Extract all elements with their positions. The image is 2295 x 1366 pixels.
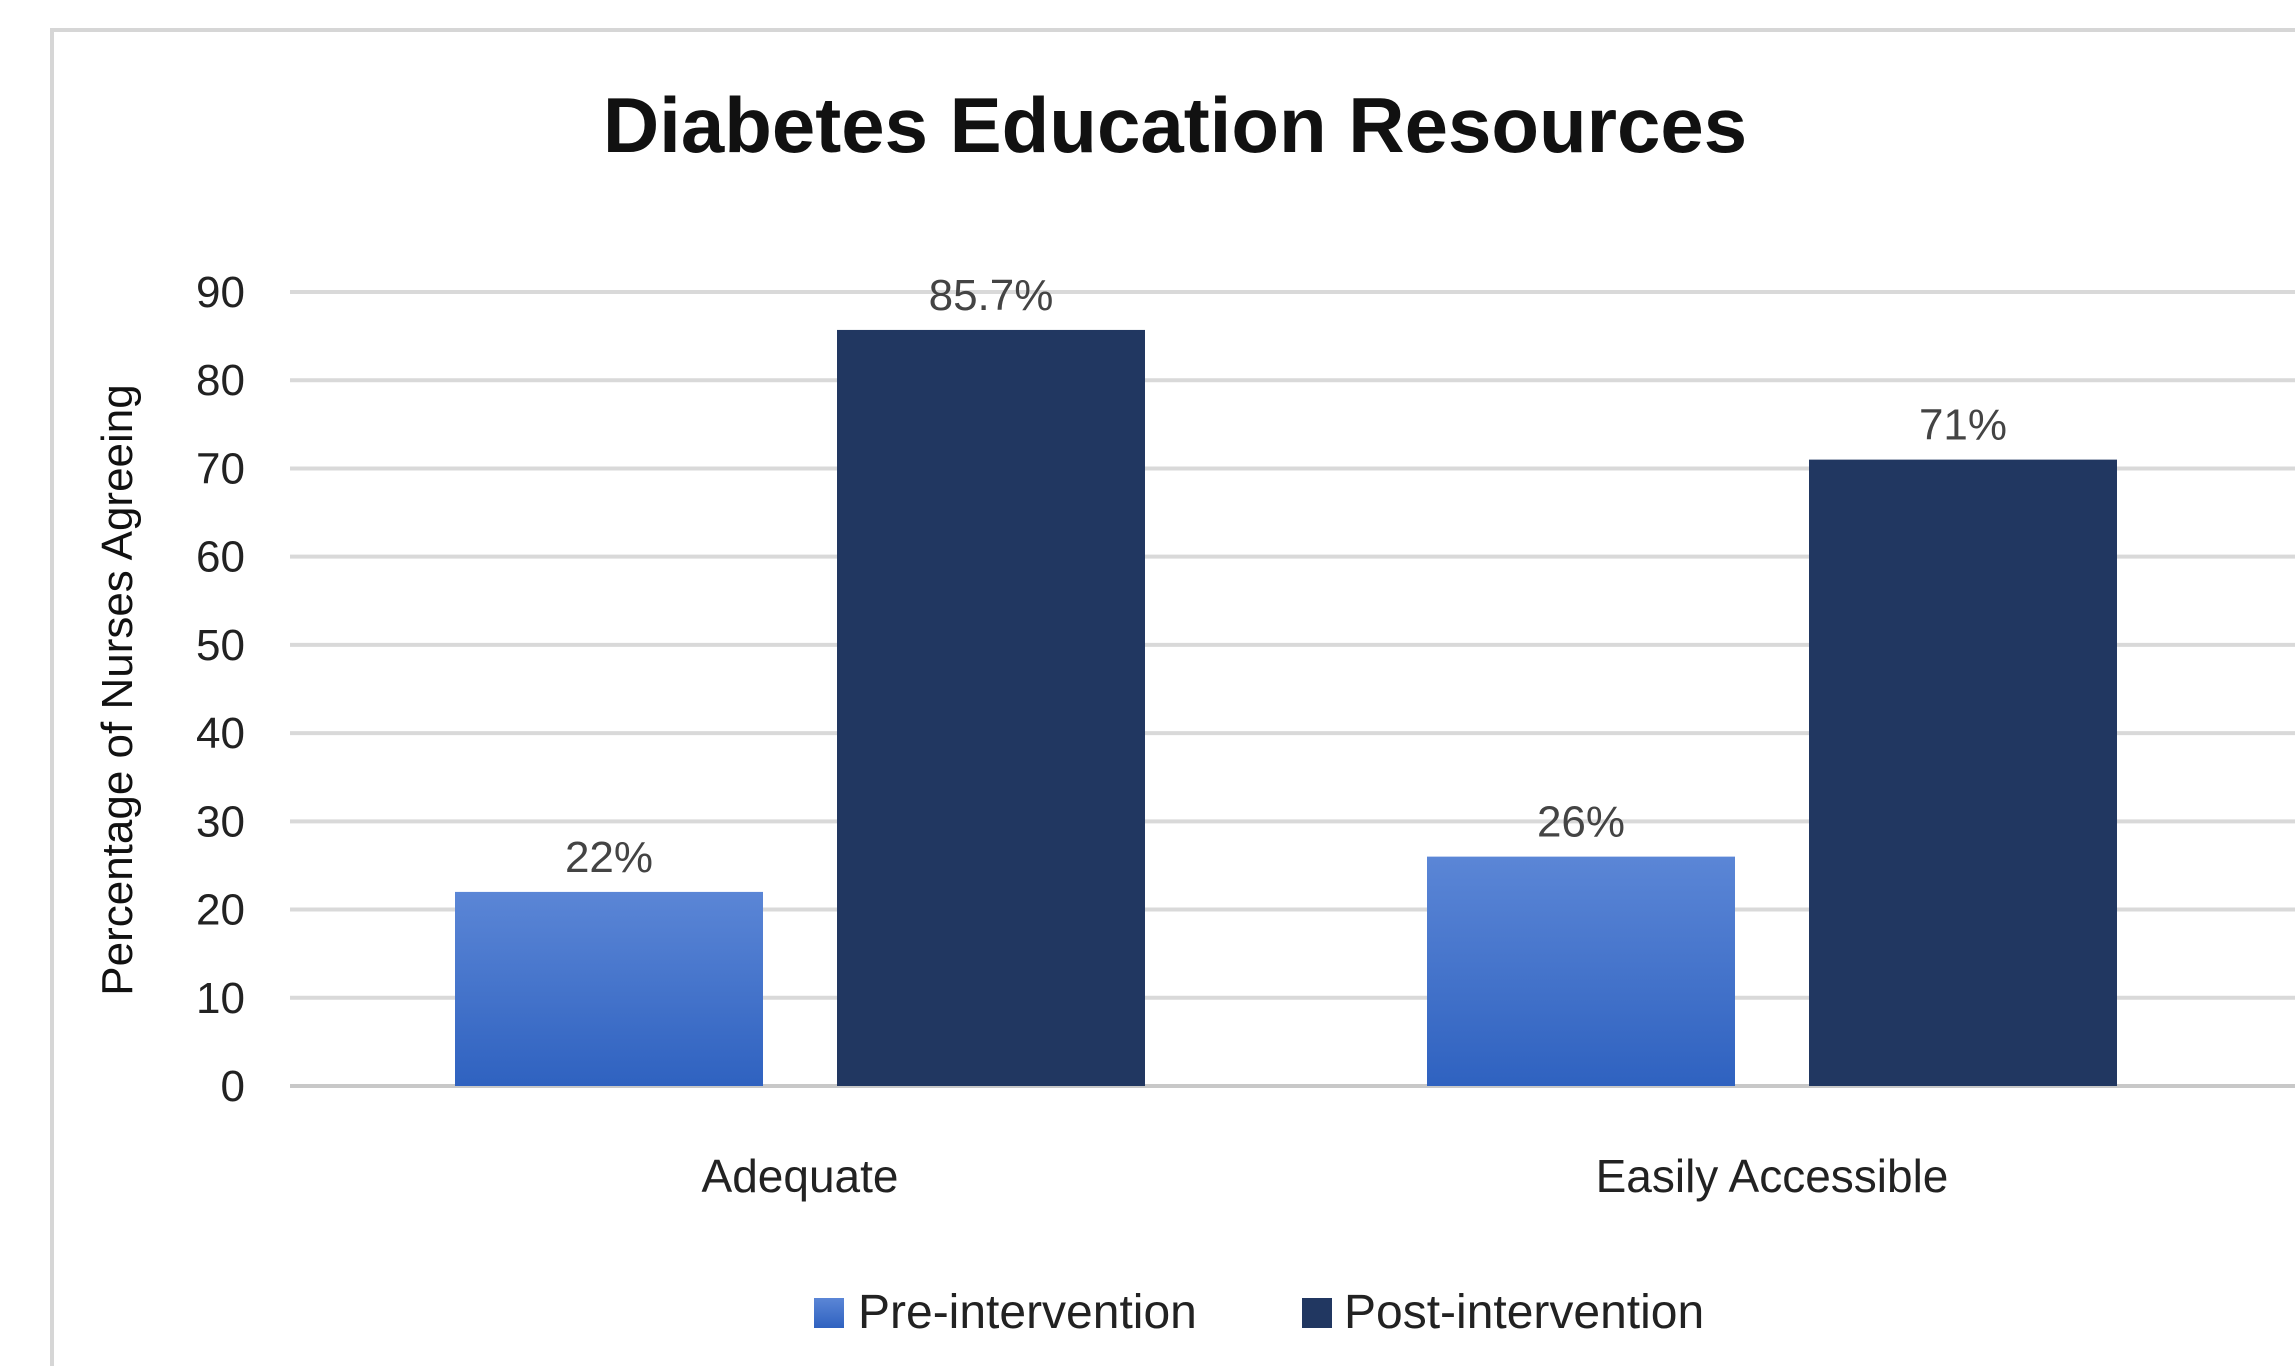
y-tick-label: 30 [196,797,245,846]
legend: Pre-intervention Post-intervention [814,1286,1704,1339]
x-axis-ticks: Adequate Easily Accessible [702,1150,1949,1202]
y-tick-label: 40 [196,709,245,758]
legend-swatch [814,1298,844,1328]
data-label: 26% [1537,798,1625,847]
data-labels: 22% 85.7% 26% 71% [565,271,2007,882]
legend-swatch [1302,1298,1332,1328]
y-tick-label: 10 [196,974,245,1023]
y-tick-label: 60 [196,533,245,582]
chart-title: Diabetes Education Resources [603,81,1747,169]
legend-label: Post-intervention [1344,1286,1704,1339]
x-tick-label: Easily Accessible [1596,1150,1949,1202]
data-label: 85.7% [929,271,1054,320]
y-tick-label: 70 [196,444,245,493]
bars [455,329,2117,1087]
x-tick-label: Adequate [702,1150,899,1202]
y-axis-label: Percentage of Nurses Agreeing [93,384,142,996]
bar-pre-easily-accessible [1427,856,1735,1086]
bar-pre-adequate [455,891,763,1086]
y-tick-label: 0 [221,1062,245,1111]
y-axis-ticks: 0 10 20 30 40 50 60 70 80 90 [196,268,245,1111]
data-label: 71% [1919,401,2007,450]
y-tick-label: 80 [196,356,245,405]
y-tick-label: 90 [196,268,245,317]
legend-label: Pre-intervention [858,1286,1197,1339]
y-tick-label: 50 [196,621,245,670]
y-tick-label: 20 [196,886,245,935]
data-label: 22% [565,833,653,882]
bar-post-easily-accessible [1809,459,2117,1087]
bar-post-adequate [837,329,1145,1086]
